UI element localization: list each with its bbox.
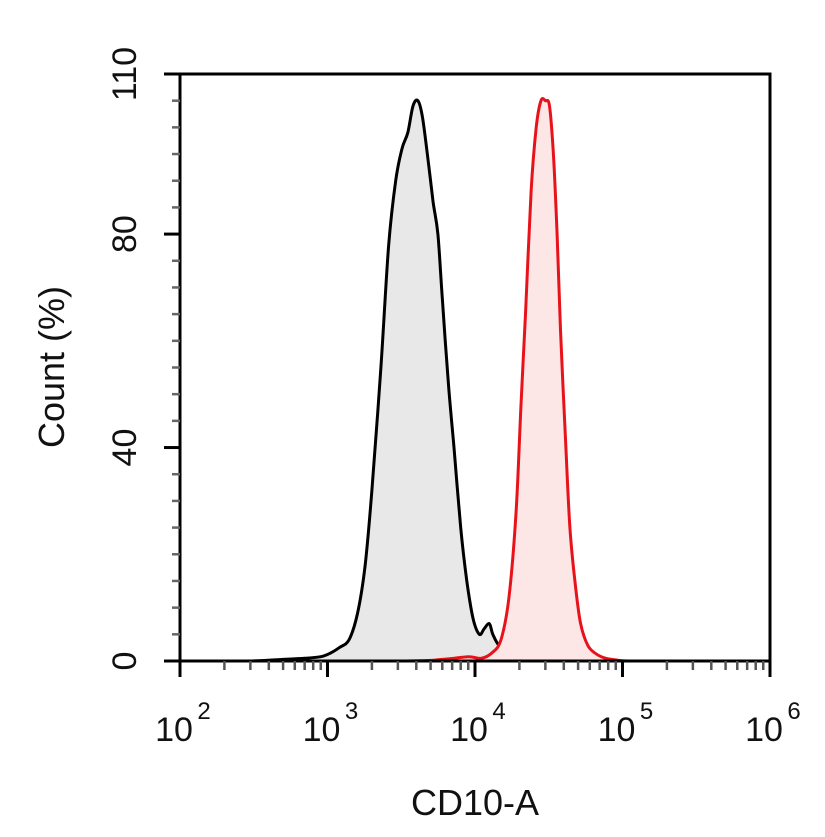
x-tick-exponent: 3	[345, 698, 358, 725]
y-tick-label: 0	[106, 652, 144, 671]
plot-series	[180, 96, 770, 663]
x-axis-ticks	[178, 661, 772, 677]
y-tick-label: 110	[106, 47, 144, 101]
x-axis-title: CD10-A	[411, 782, 539, 823]
series-1-fill	[180, 100, 770, 661]
x-tick-label: 10	[745, 711, 783, 749]
x-tick-exponent: 4	[492, 698, 505, 725]
x-tick-label: 10	[598, 711, 636, 749]
series-1-line	[180, 98, 770, 663]
x-tick-exponent: 2	[197, 698, 210, 725]
x-axis-tick-labels: 10 2 10 3 10 4 10 5 10 6	[155, 698, 801, 749]
y-axis-tick-labels: 0 40 80 110	[106, 47, 144, 671]
x-tick-label: 10	[155, 711, 193, 749]
plot-frame	[178, 72, 772, 663]
y-axis-title: Count (%)	[31, 286, 72, 448]
y-tick-label: 80	[106, 215, 144, 253]
x-tick-label: 10	[303, 711, 341, 749]
series-2-line	[180, 96, 770, 663]
x-tick-exponent: 6	[787, 698, 800, 725]
series-2-fill	[180, 98, 770, 662]
y-tick-label: 40	[106, 429, 144, 467]
x-tick-label: 10	[450, 711, 488, 749]
y-axis-ticks	[164, 72, 180, 663]
x-tick-exponent: 5	[640, 698, 653, 725]
